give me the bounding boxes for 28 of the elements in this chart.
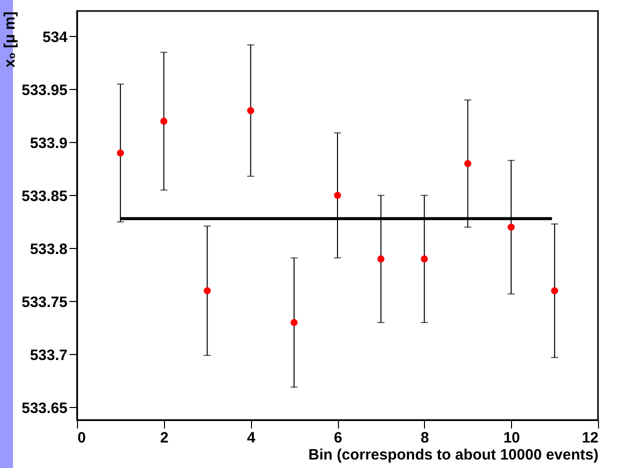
x-tick-label: 6 — [334, 430, 342, 446]
y-tick-label: 533.65 — [22, 400, 68, 417]
point — [464, 160, 472, 168]
y-tick-label: 534 — [42, 28, 68, 46]
y-tick-label: 533.95 — [22, 82, 68, 99]
point — [377, 255, 384, 262]
x-tick-label: 8 — [420, 430, 430, 446]
y-tick-label: 533.7 — [30, 346, 68, 364]
point — [290, 318, 298, 326]
x-tick-label: 0 — [78, 430, 86, 446]
y-axis-title: x₀ [μ m] — [2, 12, 19, 68]
y-tick-label: 533.9 — [30, 134, 68, 152]
y-tick-label: 533.75 — [22, 294, 68, 311]
x-tick-label: 4 — [246, 430, 256, 446]
point — [204, 287, 211, 294]
x-tick-label: 2 — [160, 430, 169, 446]
point — [334, 192, 342, 199]
point — [508, 224, 515, 231]
x-tick-label: 12 — [582, 430, 598, 446]
point — [420, 255, 428, 262]
point — [247, 107, 254, 114]
y-tick-label: 533.85 — [22, 188, 68, 205]
point — [551, 287, 558, 294]
point — [160, 118, 168, 125]
point — [116, 149, 124, 157]
x-tick-label: 10 — [503, 430, 520, 446]
y-tick-label: 533.8 — [30, 240, 68, 258]
x-axis-title: Bin (corresponds to about 10000 events) — [308, 446, 598, 464]
